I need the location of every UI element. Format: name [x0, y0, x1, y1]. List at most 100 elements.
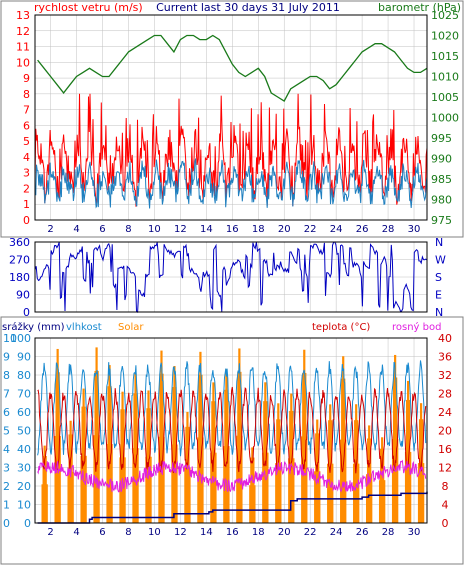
- temperature-ticks: 0 4 8 12 16 20 24 28 32 36 40: [438, 332, 452, 530]
- humidity-tick-label: 90: [17, 351, 31, 364]
- rain-ticks: 0 1 2 3 4 5 6 7 8 9 10: [3, 332, 17, 530]
- solar-bar: [292, 458, 295, 523]
- temperature-line: [37, 386, 427, 474]
- direction-tick-label: 180: [9, 271, 30, 284]
- day-tick-label: 6: [99, 224, 105, 235]
- solar-bar: [266, 452, 269, 524]
- direction-tick-label: 0: [23, 306, 30, 319]
- outer-frame-top: [0, 0, 464, 238]
- wind-tick-label: 0: [23, 214, 30, 227]
- temperature-tick-label: 8: [442, 480, 449, 493]
- solar-bar: [162, 436, 165, 523]
- rain-tick-label: 1: [3, 499, 10, 512]
- solar-label: Solar: [118, 322, 144, 333]
- rain-tick-label: 9: [3, 351, 10, 364]
- solar-bar: [331, 463, 334, 523]
- day-ticks-bottom: 2 4 6 8 10 12 14 16 18 20 22 24 26 28 30: [47, 527, 420, 538]
- temperature-tick-label: 24: [438, 406, 452, 419]
- humidity-tick-label: 40: [17, 443, 31, 456]
- solar-bar: [84, 455, 87, 523]
- pressure-axis-title: barometr (hPa): [378, 1, 461, 14]
- temperature-tick-label: 16: [438, 443, 452, 456]
- wind-tick-label: 8: [23, 88, 30, 101]
- day-tick-label: 24: [330, 527, 343, 538]
- temperature-tick-label: 0: [442, 517, 449, 530]
- day-tick-label: 24: [330, 224, 343, 235]
- solar-bar: [188, 467, 191, 523]
- rain-tick-label: 3: [3, 462, 10, 475]
- day-tick-label: 22: [304, 527, 317, 538]
- pressure-tick-label: 1010: [431, 71, 459, 84]
- pressure-line: [37, 34, 428, 103]
- wind-tick-label: 1: [23, 198, 30, 211]
- day-tick-label: 4: [73, 224, 79, 235]
- wind-tick-label: 10: [16, 56, 30, 69]
- day-tick-label: 28: [382, 224, 395, 235]
- wind-avg-line: [34, 158, 428, 209]
- humidity-tick-label: 20: [17, 480, 31, 493]
- pressure-tick-label: 1000: [431, 112, 459, 125]
- wind-tick-label: 11: [16, 41, 30, 54]
- day-tick-label: 6: [99, 527, 105, 538]
- solar-bar: [253, 485, 256, 524]
- solar-bar: [344, 439, 347, 524]
- rain-tick-label: 7: [3, 388, 10, 401]
- day-tick-label: 12: [174, 527, 187, 538]
- humidity-label: vlhkost: [66, 322, 102, 333]
- wind-pressure-plot-area: [34, 14, 428, 221]
- direction-tick-label: 90: [16, 289, 30, 302]
- pressure-tick-label: 1005: [431, 91, 459, 104]
- chart-title: Current last 30 days 31 July 2011: [156, 1, 340, 14]
- day-tick-label: 26: [356, 224, 369, 235]
- humidity-tick-label: 80: [17, 369, 31, 382]
- humidity-temp-plot: [37, 347, 428, 524]
- day-tick-label: 10: [148, 527, 161, 538]
- rain-tick-label: 4: [3, 443, 10, 456]
- day-tick-label: 20: [278, 527, 291, 538]
- day-tick-label: 30: [408, 224, 421, 235]
- compass-tick-label: E: [435, 289, 442, 302]
- solar-bar: [97, 435, 100, 523]
- solar-bar: [409, 451, 412, 523]
- temperature-tick-label: 28: [438, 388, 452, 401]
- temperature-label: teplota (°C): [312, 322, 370, 333]
- compass-tick-label: S: [435, 271, 442, 284]
- wind-pressure-plot: [34, 34, 428, 209]
- wind-tick-label: 2: [23, 182, 30, 195]
- day-tick-label: 4: [73, 527, 79, 538]
- pressure-ticks: 975 980 985 990 995 1000 1005 1010 1015 1020 1025: [431, 9, 459, 227]
- humidity-line: [37, 360, 427, 457]
- day-tick-label: 30: [408, 527, 421, 538]
- outer-frame-bottom: [0, 316, 464, 565]
- humidity-tick-label: 0: [24, 517, 31, 530]
- humidity-temp-plot-area: [34, 337, 428, 524]
- pressure-tick-label: 975: [431, 214, 452, 227]
- day-ticks-top: 2 4 6 8 10 12 14 16 18 20 22 24 26 28 30: [47, 224, 420, 235]
- day-tick-label: 18: [252, 527, 265, 538]
- wind-tick-label: 4: [23, 151, 30, 164]
- solar-bar: [318, 471, 321, 523]
- day-tick-label: 8: [125, 224, 131, 235]
- wind-direction-line: [34, 241, 428, 314]
- compass-tick-label: N: [435, 306, 443, 319]
- solar-bar: [370, 474, 373, 524]
- solar-bar: [214, 452, 217, 523]
- solar-bar: [175, 444, 178, 523]
- wind-tick-label: 9: [23, 72, 30, 85]
- solar-bar: [58, 435, 61, 523]
- pressure-tick-label: 1025: [431, 9, 459, 22]
- temperature-tick-label: 40: [438, 332, 452, 345]
- humidity-tick-label: 50: [17, 425, 31, 438]
- rain-tick-label: 10: [3, 332, 17, 345]
- temperature-tick-label: 32: [438, 369, 452, 382]
- humidity-tick-label: 70: [17, 388, 31, 401]
- humidity-tick-label: 100: [10, 332, 31, 345]
- direction-tick-label: 270: [9, 254, 30, 267]
- solar-bar: [396, 438, 399, 523]
- humidity-tick-label: 10: [17, 499, 31, 512]
- solar-bar: [305, 436, 308, 523]
- wind-tick-label: 6: [23, 119, 30, 132]
- wind-tick-label: 12: [16, 25, 30, 38]
